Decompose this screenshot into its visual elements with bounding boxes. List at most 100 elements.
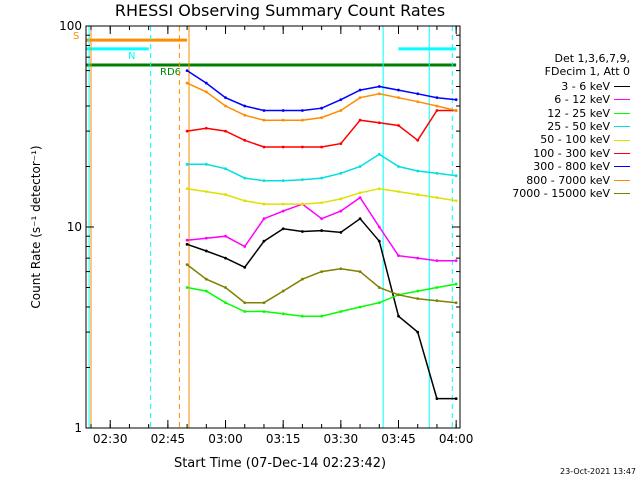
data-point [185, 187, 189, 191]
data-point [185, 242, 189, 246]
data-point [185, 81, 189, 85]
flag-label: N [128, 51, 135, 62]
data-point [301, 109, 304, 112]
data-point [416, 289, 420, 293]
data-point [377, 286, 381, 289]
legend-entry: 800 - 7000 keV [480, 174, 630, 187]
data-point [262, 109, 266, 112]
data-point [301, 202, 304, 206]
data-point [301, 178, 304, 182]
chart-title: RHESSI Observing Summary Count Rates [114, 1, 446, 20]
axes-group: 02:30 02:45 03:00 03:15 03:30 03:45 04:00 1 10 10… [59, 19, 473, 446]
data-point [185, 129, 189, 133]
legend-label: 300 - 800 keV [533, 160, 610, 174]
data-point [243, 310, 247, 313]
data-point [301, 314, 304, 318]
data-point [262, 301, 266, 305]
data-point [224, 104, 227, 108]
data-point [320, 116, 324, 120]
data-point [435, 259, 439, 263]
legend-label: 50 - 100 keV [540, 133, 610, 147]
data-point [435, 196, 439, 200]
data-point [339, 310, 343, 313]
data-point [262, 310, 266, 313]
legend-header-line-2: FDecim 1, Att 0 [544, 65, 630, 79]
data-point [435, 171, 439, 175]
data-point [301, 145, 304, 149]
data-point [358, 118, 362, 122]
data-point [435, 397, 439, 401]
data-point [358, 217, 362, 221]
data-point [262, 239, 266, 243]
x-tick-label: 03:30 [324, 432, 359, 446]
data-point [358, 88, 362, 92]
series-line-3 [187, 153, 457, 182]
x-tick-label: 03:15 [266, 432, 301, 446]
timestamp: 23-Oct-2021 13:47 [560, 467, 636, 476]
x-tick-label: 03:45 [381, 432, 416, 446]
data-point [224, 129, 227, 133]
data-point [185, 162, 189, 166]
data-point [377, 121, 381, 125]
data-point [339, 209, 343, 213]
data-point [358, 96, 362, 100]
data-point [358, 196, 362, 200]
data-point [281, 202, 285, 206]
data-point [339, 142, 343, 145]
data-point [262, 202, 266, 206]
data-point [281, 118, 285, 122]
legend-swatch [614, 179, 630, 181]
legend-swatch [614, 86, 630, 88]
data-point [358, 305, 362, 309]
data-point [416, 169, 420, 173]
data-point [281, 179, 285, 183]
data-point [204, 81, 208, 85]
x-tick-label: 02:30 [93, 432, 128, 446]
flag-bars-group: S N RD6 [73, 31, 457, 78]
series-line-0 [186, 217, 457, 400]
data-point [397, 314, 400, 318]
data-point [339, 267, 343, 271]
legend-swatch [614, 139, 630, 141]
data-point [416, 297, 420, 301]
data-point [416, 330, 420, 334]
vertical-markers-group [88, 26, 453, 428]
plot-frame [85, 25, 461, 429]
data-point [281, 109, 285, 112]
data-point [320, 106, 324, 110]
data-point [377, 152, 381, 156]
data-point [262, 118, 266, 122]
data-point [224, 167, 227, 171]
data-point [320, 217, 324, 221]
data-point [416, 138, 420, 142]
y-tick-label: 100 [59, 19, 82, 33]
y-tick-label: 1 [74, 421, 82, 435]
data-point [224, 301, 227, 305]
legend: Det 1,3,6,7,9, FDecim 1, Att 0 3 - 6 keV… [480, 52, 630, 200]
legend-swatch [614, 126, 630, 128]
data-point [281, 145, 285, 149]
legend-label: 6 - 12 keV [554, 93, 610, 107]
data-point [377, 301, 381, 305]
flag-label: RD6 [160, 67, 181, 78]
data-point [281, 227, 285, 231]
data-point [281, 209, 285, 213]
data-point [435, 104, 439, 108]
legend-entries: 3 - 6 keV 6 - 12 keV 12 - 25 keV 25 - 50 ke… [480, 80, 630, 201]
data-point [204, 90, 208, 94]
series-line-5 [186, 109, 457, 148]
data-point [397, 165, 400, 168]
data-point [397, 293, 400, 297]
data-point [185, 263, 189, 267]
legend-swatch [614, 193, 630, 195]
data-point [262, 179, 266, 183]
data-point [358, 270, 362, 273]
legend-swatch [614, 153, 630, 155]
legend-swatch [614, 166, 630, 168]
data-point [435, 109, 439, 112]
data-point [454, 174, 458, 178]
data-point [281, 289, 285, 293]
data-point [224, 193, 227, 196]
data-point [358, 191, 362, 195]
data-point [243, 245, 247, 248]
